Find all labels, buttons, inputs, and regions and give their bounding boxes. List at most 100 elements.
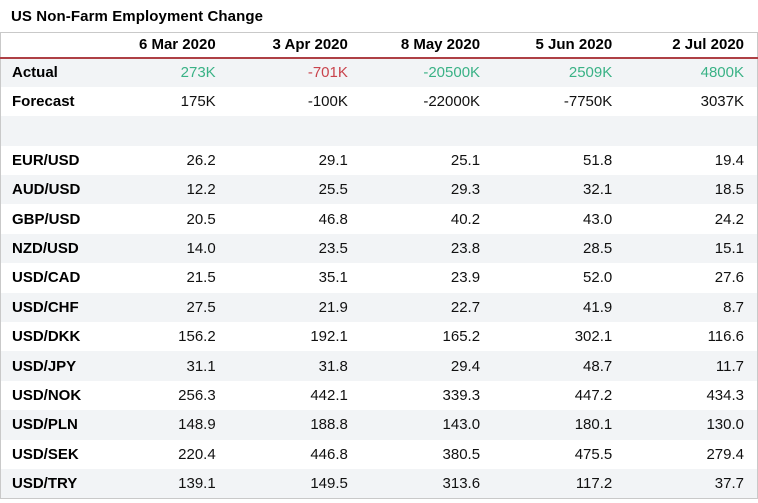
- cell-value: 48.7: [493, 351, 626, 381]
- table-row: USD/CHF 27.5 21.9 22.7 41.9 8.7: [0, 292, 758, 323]
- cell-value: 14.0: [96, 233, 229, 264]
- cell-value: 43.0: [583, 210, 613, 228]
- cell-value: 51.8: [583, 151, 613, 169]
- row-label: USD/PLN: [0, 410, 97, 440]
- cell-value: 116.6: [707, 328, 744, 346]
- cell-value: 35.1: [318, 269, 348, 287]
- cell-value: 149.5: [228, 468, 361, 499]
- header-row: 6 Mar 2020 3 Apr 2020 8 May 2020 5 Jun 2020…: [0, 32, 758, 59]
- row-label: USD/SEK: [12, 445, 79, 463]
- cell-value: 139.1: [96, 468, 229, 499]
- row-label: [0, 116, 97, 146]
- row-label: USD/CAD: [12, 269, 81, 287]
- row-label: USD/DKK: [12, 328, 81, 346]
- cell-value: -22000K: [423, 93, 481, 111]
- cell-value: 148.9: [96, 410, 229, 440]
- cell-value: 22.7: [360, 292, 494, 323]
- cell-value: 29.3: [360, 175, 494, 205]
- cell-value: 24.2: [714, 210, 744, 228]
- table-row: USD/JPY 31.1 31.8 29.4 48.7 11.7: [0, 351, 758, 381]
- cell-value: 434.3: [706, 386, 744, 404]
- cell-value: 23.9: [450, 269, 481, 287]
- cell-value: 130.0: [625, 410, 758, 440]
- page-title: US Non-Farm Employment Change: [11, 8, 264, 25]
- cell-value: 32.1: [493, 175, 626, 205]
- cell-value: 446.8: [310, 445, 348, 463]
- table-row: AUD/USD 12.2 25.5 29.3 32.1 18.5: [0, 175, 758, 205]
- cell-value: 475.5: [574, 445, 613, 463]
- cell-value: 52.0: [583, 269, 613, 287]
- table-row: Forecast 175K -100K -22000K -7750K 3037K: [1, 87, 758, 116]
- cell-value: 447.2: [574, 386, 613, 404]
- row-label: USD/TRY: [0, 468, 97, 499]
- cell-value: 8.7: [625, 292, 758, 323]
- table-row: EUR/USD 26.2 29.1 25.1 51.8 19.4: [1, 146, 758, 175]
- cell-value: 256.3: [178, 386, 216, 404]
- cell-value: 143.0: [360, 410, 494, 440]
- cell-value: 156.2: [178, 328, 216, 346]
- cell-value: 11.7: [625, 351, 758, 381]
- cell-value: 180.1: [493, 410, 626, 440]
- cell-value: [96, 116, 229, 146]
- cell-value: 27.6: [714, 269, 744, 287]
- cell-value: -100K: [307, 93, 348, 111]
- cell-value: 21.5: [186, 269, 216, 287]
- cell-value: 20.5: [186, 210, 216, 228]
- column-header-blank: [0, 32, 97, 59]
- table-row: NZD/USD 14.0 23.5 23.8 28.5 15.1: [0, 233, 758, 264]
- row-label: EUR/USD: [12, 151, 80, 169]
- column-header: 8 May 2020: [360, 32, 494, 59]
- table-row: USD/TRY 139.1 149.5 313.6 117.2 37.7: [0, 468, 758, 499]
- cell-value: 25.5: [228, 175, 361, 205]
- table-row: USD/PLN 148.9 188.8 143.0 180.1 130.0: [0, 410, 758, 440]
- cell-value: 46.8: [318, 210, 348, 228]
- cell-value: 18.5: [625, 175, 758, 205]
- cell-value: 15.1: [625, 233, 758, 264]
- cell-value: [625, 116, 758, 146]
- cell-value: 175K: [180, 93, 216, 111]
- table-row: Actual 273K -701K -20500K 2509K 4800K: [0, 57, 758, 87]
- row-label: AUD/USD: [0, 175, 97, 205]
- cell-value: 23.5: [228, 233, 361, 264]
- cell-value: 40.2: [450, 210, 481, 228]
- table-row: USD/CAD 21.5 35.1 23.9 52.0 27.6: [1, 263, 758, 292]
- cell-value: [493, 116, 626, 146]
- cell-value: 380.5: [442, 445, 481, 463]
- table-row: USD/NOK 256.3 442.1 339.3 447.2 434.3: [1, 381, 758, 410]
- table-body: Actual 273K -701K -20500K 2509K 4800K Forecast…: [0, 57, 758, 499]
- cell-value: [360, 116, 494, 146]
- table-row: USD/SEK 220.4 446.8 380.5 475.5 279.4: [1, 440, 758, 469]
- cell-value: 302.1: [574, 328, 613, 346]
- row-label: GBP/USD: [12, 210, 81, 228]
- cell-value: 21.9: [228, 292, 361, 323]
- cell-value: 3037K: [700, 93, 744, 111]
- cell-value: 273K: [96, 57, 229, 87]
- cell-value: 188.8: [228, 410, 361, 440]
- cell-value: 220.4: [178, 445, 216, 463]
- column-header: 6 Mar 2020: [96, 32, 229, 59]
- cell-value: 4800K: [625, 57, 758, 87]
- table-header: 6 Mar 2020 3 Apr 2020 8 May 2020 5 Jun 2020…: [0, 32, 758, 59]
- cell-value: 29.1: [318, 151, 348, 169]
- table-row: GBP/USD 20.5 46.8 40.2 43.0 24.2: [1, 204, 758, 233]
- row-label: NZD/USD: [0, 233, 97, 264]
- cell-value: 31.1: [96, 351, 229, 381]
- column-header: 5 Jun 2020: [493, 32, 626, 59]
- cell-value: 23.8: [360, 233, 494, 264]
- column-header: 3 Apr 2020: [228, 32, 361, 59]
- cell-value: 19.4: [714, 151, 744, 169]
- cell-value: [228, 116, 361, 146]
- data-table: 6 Mar 2020 3 Apr 2020 8 May 2020 5 Jun 2020…: [0, 32, 758, 499]
- cell-value: 192.1: [310, 328, 348, 346]
- row-label: USD/NOK: [12, 386, 82, 404]
- spacer-row: [0, 116, 758, 146]
- cell-value: 26.2: [186, 151, 216, 169]
- table-row: USD/DKK 156.2 192.1 165.2 302.1 116.6: [1, 322, 758, 351]
- cell-value: 117.2: [493, 468, 626, 499]
- cell-value: 28.5: [493, 233, 626, 264]
- cell-value: 279.4: [706, 445, 744, 463]
- column-header: 2 Jul 2020: [625, 32, 758, 59]
- row-label: Forecast: [12, 93, 75, 111]
- cell-value: 37.7: [625, 468, 758, 499]
- cell-value: 25.1: [450, 151, 481, 169]
